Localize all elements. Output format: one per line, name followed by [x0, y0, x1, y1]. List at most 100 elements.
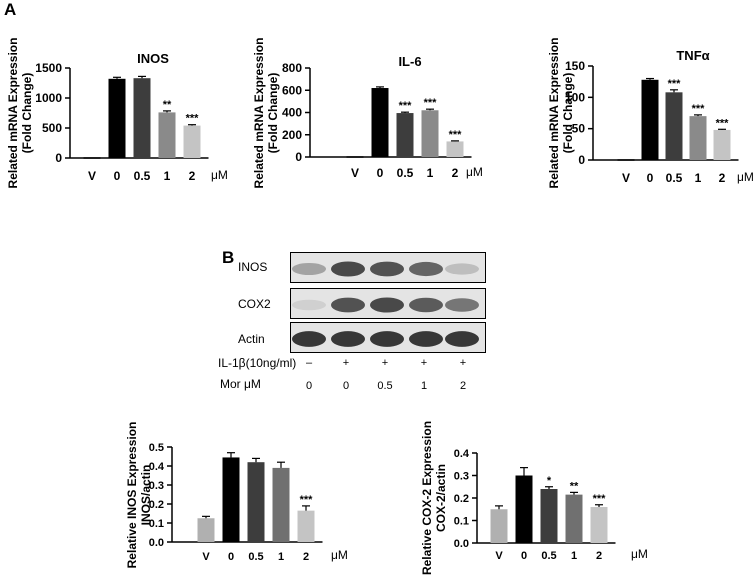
- x-tick-label: 1: [278, 551, 284, 563]
- bar-0: [222, 457, 240, 542]
- y-tick-label: 600: [282, 83, 302, 97]
- y-tick-label: 100: [565, 90, 585, 104]
- panel-a-label: A: [4, 0, 17, 19]
- mor-lane-2: 0: [342, 380, 350, 392]
- y-tick-label: 1500: [35, 61, 62, 75]
- il1b-lane-4: +: [420, 357, 428, 369]
- x-tick-label: 0: [521, 550, 527, 562]
- blot-band: [445, 298, 479, 312]
- x-tick-label: 0: [377, 166, 384, 180]
- x-tick-label: 0: [647, 171, 654, 185]
- western-blot-image: [290, 252, 486, 353]
- cox2-protein-chart: 0.0 0.1 0.2 0.3 0.4 Relative COX-2 Expression…: [420, 421, 648, 575]
- significance-marker: *: [547, 475, 552, 487]
- bar-1: [272, 467, 290, 542]
- x-tick-label: V: [351, 166, 359, 180]
- bar-0.5: [133, 78, 151, 158]
- x-tick-label: 2: [719, 171, 726, 185]
- bar-1: [158, 112, 176, 158]
- bar-0: [515, 475, 533, 543]
- x-tick-label: 0: [114, 169, 121, 183]
- blot-row-label-cox2: COX2: [238, 297, 271, 311]
- bar-0.5: [665, 92, 683, 160]
- y-axis-label: (Fold Change): [561, 73, 575, 154]
- x-tick-label: 2: [303, 551, 309, 563]
- y-tick-label: 50: [572, 122, 586, 136]
- bar-2: [713, 129, 731, 160]
- bar-2: [590, 507, 608, 543]
- bar-0.5: [247, 462, 265, 542]
- x-unit-label: μM: [631, 547, 648, 561]
- blot-band: [370, 261, 404, 277]
- bar-1: [565, 494, 583, 543]
- mor-lane-1: 0: [305, 380, 313, 392]
- bar-1: [421, 110, 439, 157]
- x-tick-label: 0.5: [134, 169, 151, 183]
- blot-band: [292, 262, 326, 276]
- x-tick-label: V: [622, 171, 630, 185]
- significance-marker: ***: [593, 493, 607, 505]
- mor-lane-5: 2: [459, 380, 467, 392]
- y-tick-label: 0.0: [149, 537, 164, 549]
- x-tick-label: 0.5: [666, 171, 683, 185]
- y-tick-label: 0.1: [149, 518, 164, 530]
- bar-0.5: [396, 113, 414, 157]
- significance-marker: **: [163, 99, 172, 111]
- panel-b-label: B: [222, 248, 235, 267]
- x-tick-label: 0: [228, 551, 234, 563]
- y-tick-label: 0.5: [149, 442, 164, 454]
- significance-marker: ***: [300, 494, 314, 506]
- bar-0: [108, 78, 126, 158]
- y-axis-label: COX-2/actin: [434, 464, 448, 532]
- y-tick-label: 0.4: [149, 461, 165, 473]
- y-axis-label: Relative COX-2 Expression: [420, 421, 434, 575]
- chart-title: TNFα: [676, 48, 709, 63]
- significance-marker: **: [570, 480, 579, 492]
- x-tick-label: 1: [571, 550, 577, 562]
- y-tick-label: 1000: [35, 91, 62, 105]
- x-tick-label: 2: [189, 169, 196, 183]
- y-tick-label: 0.2: [454, 493, 469, 505]
- blot-band: [409, 297, 443, 313]
- x-tick-label: 2: [596, 550, 602, 562]
- y-tick-label: 0.3: [454, 471, 469, 483]
- x-tick-label: 0.5: [248, 551, 263, 563]
- y-axis-label: (Fold Change): [266, 73, 280, 154]
- x-unit-label: μM: [331, 548, 348, 562]
- blot-band: [445, 263, 479, 275]
- y-tick-label: 150: [565, 59, 585, 73]
- blot-row-label-actin: Actin: [238, 332, 265, 346]
- y-axis-label: Related mRNA Expression: [547, 38, 561, 189]
- significance-marker: ***: [692, 103, 706, 115]
- blot-band: [331, 331, 365, 347]
- inos-protein-chart: 0.0 0.1 0.2 0.3 0.4 0.5 Relative INOS Expressi…: [125, 422, 348, 569]
- bar-2: [297, 510, 315, 542]
- bar-2: [446, 141, 464, 157]
- x-tick-label: 2: [452, 166, 459, 180]
- blot-band: [370, 297, 404, 313]
- blot-band: [370, 331, 404, 347]
- bar-V: [197, 518, 215, 542]
- x-tick-label: 1: [164, 169, 171, 183]
- blot-row-label-inos: INOS: [238, 260, 268, 274]
- x-tick-label: 0.5: [541, 550, 556, 562]
- bar-V: [490, 509, 508, 543]
- y-tick-label: 0: [295, 150, 302, 164]
- x-tick-label: V: [202, 551, 210, 563]
- y-tick-label: 0.3: [149, 480, 164, 492]
- y-tick-label: 0.2: [149, 499, 164, 511]
- y-tick-label: 0.0: [454, 538, 469, 550]
- il1b-lane-1: –: [305, 357, 313, 369]
- blot-band: [409, 261, 443, 277]
- x-tick-label: 1: [695, 171, 702, 185]
- x-tick-label: V: [495, 550, 503, 562]
- il1b-lane-3: +: [381, 357, 389, 369]
- y-tick-label: 500: [42, 121, 62, 135]
- il6-mrna-chart: 0 200 400 600 800 Related mRNA Expression (Fol…: [252, 38, 483, 189]
- chart-title: IL-6: [398, 54, 421, 69]
- significance-marker: ***: [399, 100, 413, 112]
- bar-2: [183, 125, 201, 158]
- il1b-row-label: IL-1β(10ng/ml): [218, 356, 297, 370]
- y-tick-label: 200: [282, 128, 302, 142]
- il1b-lane-2: +: [342, 357, 350, 369]
